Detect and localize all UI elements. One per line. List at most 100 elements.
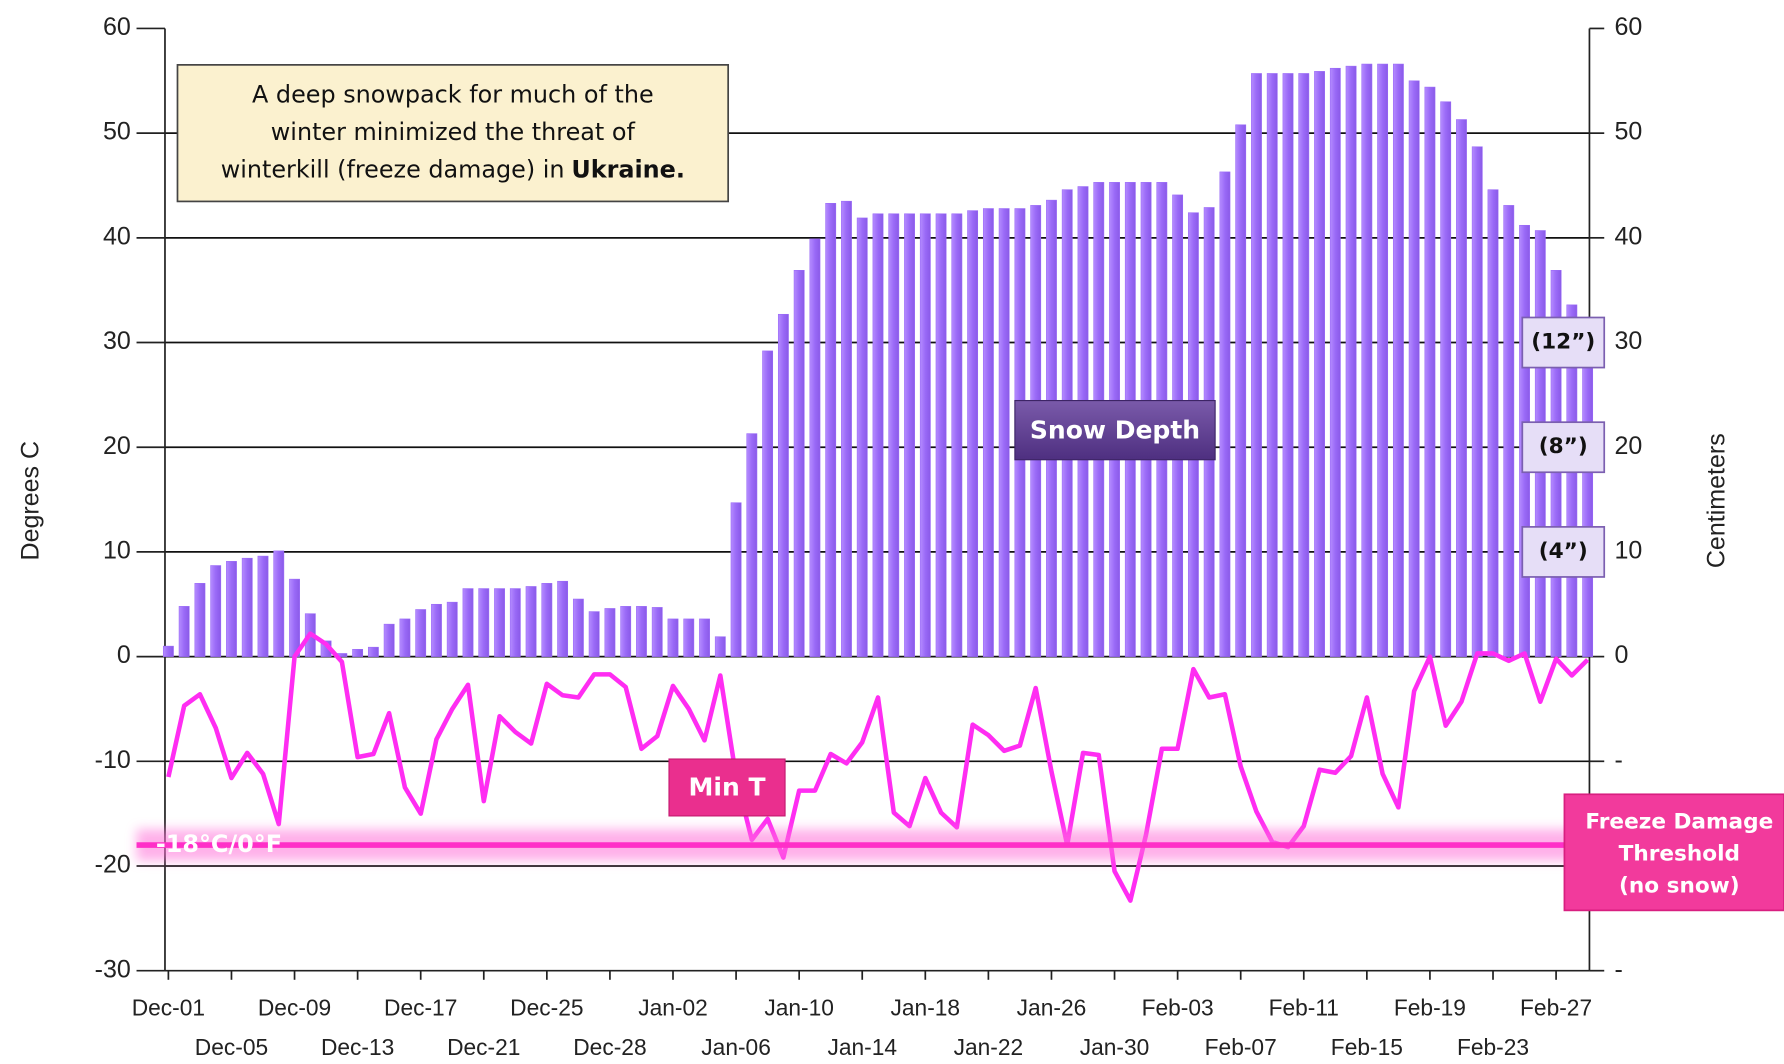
bar bbox=[888, 213, 900, 657]
bar bbox=[1298, 73, 1310, 657]
bar bbox=[494, 588, 505, 657]
bar bbox=[1329, 67, 1341, 657]
y-tick-label: 0 bbox=[117, 641, 131, 669]
bar bbox=[683, 618, 695, 657]
y2-tick-label: 10 bbox=[1614, 537, 1642, 565]
x-tick-label: Feb-23 bbox=[1457, 1034, 1529, 1060]
y-tick-label: 30 bbox=[103, 327, 131, 355]
x-tick-label: Jan-22 bbox=[954, 1034, 1024, 1060]
y-tick-label: 50 bbox=[103, 118, 131, 146]
bar bbox=[762, 350, 774, 657]
bar bbox=[367, 646, 379, 657]
bar bbox=[257, 555, 269, 657]
y2-tick-label: 50 bbox=[1614, 118, 1642, 146]
bar bbox=[1314, 71, 1325, 657]
bar bbox=[194, 583, 206, 657]
bar bbox=[462, 588, 474, 657]
bar bbox=[162, 645, 174, 657]
x-tick-label: Jan-14 bbox=[827, 1034, 897, 1060]
bar bbox=[399, 618, 411, 657]
inch-marker-box bbox=[1521, 316, 1606, 369]
bar bbox=[604, 608, 616, 657]
bar bbox=[904, 213, 915, 657]
bar bbox=[667, 618, 679, 657]
bar bbox=[1566, 304, 1578, 657]
y2-tick-label: - bbox=[1614, 746, 1622, 774]
x-tick-label: Jan-10 bbox=[764, 994, 834, 1020]
y2-tick-label: 20 bbox=[1614, 432, 1642, 460]
y2-tick-label: 0 bbox=[1614, 641, 1628, 669]
y-tick-label: 60 bbox=[103, 13, 131, 41]
inch-marker-label: (8”) bbox=[1539, 434, 1588, 459]
bar bbox=[872, 213, 884, 657]
x-tick-label: Jan-02 bbox=[638, 994, 708, 1020]
min-t-label: Min T bbox=[688, 773, 765, 802]
y2-tick-label: 60 bbox=[1614, 13, 1642, 41]
y-tick-label: -20 bbox=[95, 851, 131, 879]
bar bbox=[1392, 63, 1404, 657]
snow-depth-label-box bbox=[1014, 399, 1216, 461]
bar bbox=[383, 623, 395, 657]
annotation-line: A deep snowpack for much of the bbox=[252, 81, 654, 109]
bar bbox=[541, 583, 553, 657]
bar bbox=[241, 557, 253, 657]
y2-tick-label: 40 bbox=[1614, 222, 1642, 250]
bar bbox=[273, 550, 285, 657]
y-tick-label: -10 bbox=[95, 746, 131, 774]
snow-depth-label: Snow Depth bbox=[1030, 415, 1200, 444]
bar bbox=[935, 213, 947, 657]
annotation-line: winterkill (freeze damage) in Ukraine. bbox=[221, 156, 685, 184]
bar bbox=[856, 217, 868, 657]
bar bbox=[636, 606, 647, 657]
annotation-text: winterkill (freeze damage) in bbox=[221, 156, 565, 184]
y-tick-label: 10 bbox=[103, 537, 131, 565]
bar bbox=[525, 586, 537, 657]
y-axis-title: Degrees C bbox=[16, 441, 44, 561]
bar bbox=[226, 561, 237, 657]
bar bbox=[809, 238, 821, 657]
bar bbox=[777, 313, 789, 657]
line bbox=[166, 631, 1590, 903]
threshold-note: Freeze Damage bbox=[1585, 810, 1773, 835]
x-tick-label: Jan-30 bbox=[1080, 1034, 1150, 1060]
overlay: -18°C/0°F Freeze Damage Threshold (no snow)… bbox=[136, 316, 1784, 912]
bar bbox=[1503, 205, 1515, 657]
threshold-note-box bbox=[1563, 793, 1784, 912]
threshold-note: Threshold bbox=[1619, 842, 1740, 867]
bar bbox=[967, 210, 979, 657]
y-tick-label: -30 bbox=[95, 955, 131, 983]
bar bbox=[210, 565, 222, 657]
bar bbox=[951, 213, 963, 657]
bar bbox=[178, 606, 190, 657]
y2-axis-title: Centimeters bbox=[1703, 433, 1731, 568]
bar bbox=[588, 611, 600, 657]
bar bbox=[1219, 171, 1231, 657]
x-tick-label: Feb-27 bbox=[1520, 994, 1592, 1020]
x-tick-label: Dec-01 bbox=[132, 994, 205, 1020]
bar bbox=[352, 648, 364, 657]
inch-marker-box bbox=[1521, 421, 1606, 474]
annotation-line: winter minimized the threat of bbox=[271, 118, 636, 146]
y2-tick-label: - bbox=[1614, 955, 1622, 983]
bar bbox=[1440, 101, 1452, 657]
bar bbox=[1282, 73, 1294, 657]
bar bbox=[1487, 189, 1499, 657]
bar bbox=[509, 588, 521, 657]
bar bbox=[730, 502, 742, 657]
annotation-box bbox=[176, 64, 730, 203]
threshold-note: (no snow) bbox=[1619, 873, 1740, 898]
bar bbox=[746, 433, 758, 657]
bar bbox=[982, 208, 994, 657]
bar bbox=[1582, 331, 1594, 657]
x-tick-label: Dec-13 bbox=[321, 1034, 394, 1060]
bar bbox=[825, 203, 837, 657]
bar bbox=[1251, 73, 1262, 657]
bar bbox=[557, 580, 569, 657]
x-tick-label: Dec-25 bbox=[510, 994, 583, 1020]
x-tick-label: Dec-17 bbox=[384, 994, 457, 1020]
x-tick-label: Feb-07 bbox=[1205, 1034, 1277, 1060]
bar bbox=[1266, 73, 1278, 657]
y2-tick-label: 30 bbox=[1614, 327, 1642, 355]
bar bbox=[841, 200, 852, 657]
